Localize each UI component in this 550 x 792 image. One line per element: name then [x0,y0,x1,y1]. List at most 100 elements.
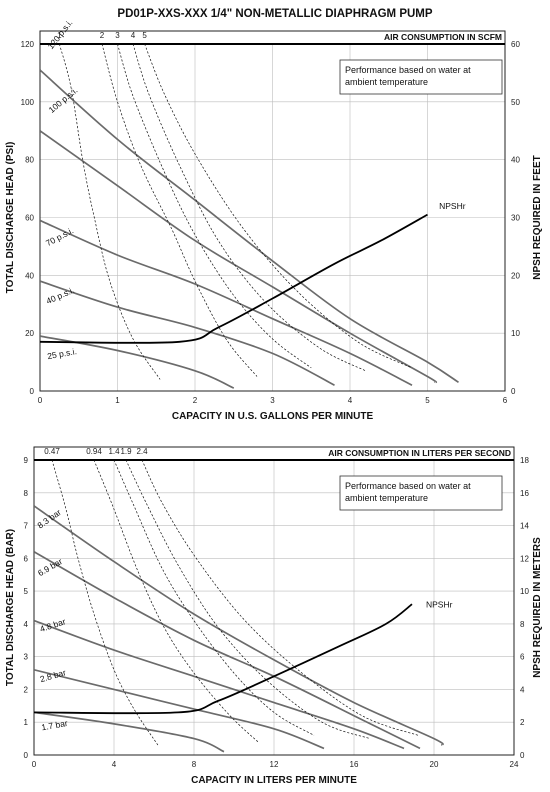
pressure-curve-25-p-s-i- [40,335,235,389]
y-tick-label: 0 [24,751,29,760]
y2-axis-label: NPSH REQUIRED IN METERS [532,537,543,678]
air-consumption-curve-1-9 [125,460,371,739]
y2-tick-label: 18 [520,456,529,465]
air-consumption-curve-2 [101,44,258,377]
air-consumption-curve-5 [144,44,413,369]
pressure-curve-120-p-s-i- [40,69,459,384]
y-tick-label: 3 [24,653,29,662]
y2-tick-label: 20 [511,271,520,280]
y-tick-label: 9 [24,456,29,465]
y2-tick-label: 60 [511,40,520,49]
x-axis-label: CAPACITY IN LITERS PER MINUTE [191,775,357,786]
x-tick-label: 5 [425,396,430,405]
y-tick-label: 40 [25,271,34,280]
y2-tick-label: 2 [520,718,525,727]
plot-frame [33,446,515,756]
y2-tick-label: 16 [520,489,529,498]
y2-tick-label: 4 [520,685,525,694]
y-tick-label: 1 [24,718,29,727]
air-consumption-label: 1.9 [120,447,132,456]
y2-tick-label: 12 [520,554,529,563]
y2-tick-label: 14 [520,522,529,531]
air-consumption-header: AIR CONSUMPTION IN SCFM [384,32,502,42]
pressure-curve-2-8-bar [34,668,325,750]
air-consumption-header: AIR CONSUMPTION IN LITERS PER SECOND [328,448,511,458]
air-consumption-label: 4 [131,31,136,40]
y-tick-label: 6 [24,554,29,563]
y2-tick-label: 10 [520,587,529,596]
y2-tick-label: 30 [511,214,520,223]
plot-frame [39,30,506,392]
y-tick-label: 80 [25,156,34,165]
y2-tick-label: 40 [511,156,520,165]
air-consumption-label: 3 [115,31,120,40]
air-consumption-label: 0.94 [86,447,102,456]
plot-area [40,44,459,389]
y-tick-label: 60 [25,214,34,223]
note-text: Performance based on water at [345,65,471,75]
air-consumption-label: 1.4 [108,447,120,456]
air-consumption-curve-0-94 [93,460,259,743]
npsh-curve [34,603,413,715]
pressure-curve-label: 1.7 bar [41,718,69,732]
y2-tick-label: 10 [511,329,520,338]
y-tick-label: 7 [24,522,29,531]
page-title: PD01P-XXS-XXX 1/4" NON-METALLIC DIAPHRAG… [117,8,432,20]
air-consumption-curve-1-4 [113,460,315,736]
y-tick-label: 5 [24,587,29,596]
pressure-curve-1-7-bar [34,711,225,753]
x-tick-label: 6 [503,396,508,405]
x-tick-label: 4 [112,760,117,769]
pressure-curve-8-3-bar [34,505,444,746]
x-tick-label: 20 [430,760,439,769]
y2-tick-label: 8 [520,620,525,629]
note-text: ambient temperature [345,77,428,87]
air-consumption-label: 2 [100,31,105,40]
y-tick-label: 8 [24,489,29,498]
pressure-curve-4-8-bar [34,619,405,750]
air-consumption-label: 1 [57,31,62,40]
pressure-curve-40-p-s-i- [40,280,335,386]
air-header-band [40,31,505,44]
pressure-curve-label: 25 p.s.i. [46,346,77,361]
x-tick-label: 16 [350,760,359,769]
npsh-label: NPSHr [426,600,453,610]
y-axis-label: TOTAL DISCHARGE HEAD (BAR) [5,529,16,686]
y-tick-label: 4 [24,620,29,629]
x-tick-label: 8 [192,760,197,769]
y2-tick-label: 6 [520,653,525,662]
pressure-curve-label: 2.8 bar [39,667,67,684]
x-tick-label: 3 [270,396,275,405]
air-consumption-curve-1 [59,44,161,380]
x-tick-label: 24 [510,760,519,769]
note-box [339,475,503,511]
y2-tick-label: 0 [511,387,516,396]
y-tick-label: 100 [21,98,35,107]
plot-area [34,460,444,753]
npsh-curve [40,213,428,344]
note-box [339,59,503,95]
y2-axis-label: NPSH REQUIRED IN FEET [532,155,543,279]
y-tick-label: 0 [30,387,35,396]
pressure-curve-6-9-bar [34,551,421,750]
x-tick-label: 2 [193,396,198,405]
y-tick-label: 2 [24,685,29,694]
x-axis-label: CAPACITY IN U.S. GALLONS PER MINUTE [172,411,374,422]
y-tick-label: 120 [21,40,35,49]
x-tick-label: 0 [38,396,43,405]
air-consumption-label: 5 [142,31,147,40]
x-tick-label: 12 [270,760,279,769]
pressure-curve-70-p-s-i- [40,219,413,386]
air-consumption-curve-3 [117,44,312,369]
pressure-curve-label: 6.9 bar [36,556,64,578]
note-text: ambient temperature [345,493,428,503]
npsh-label: NPSHr [439,201,466,211]
y2-tick-label: 50 [511,98,520,107]
x-tick-label: 4 [348,396,353,405]
note-text: Performance based on water at [345,481,471,491]
y-axis-label: TOTAL DISCHARGE HEAD (PSI) [5,142,16,294]
x-tick-label: 1 [115,396,120,405]
air-consumption-label: 2.4 [136,447,148,456]
